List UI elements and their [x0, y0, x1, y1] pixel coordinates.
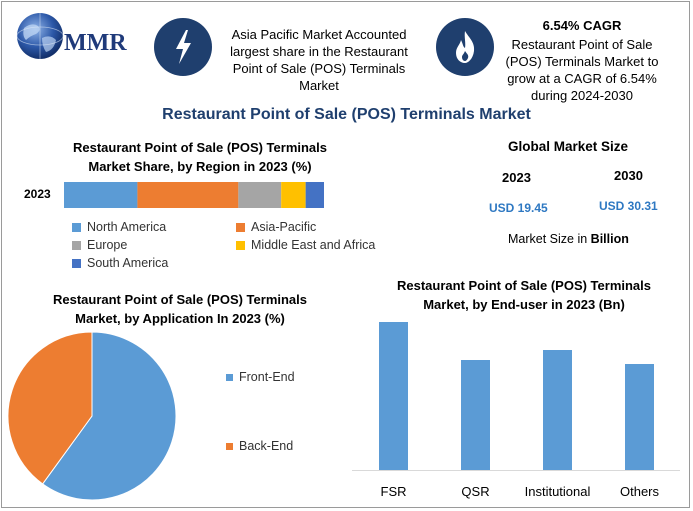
end-user-tick-label: FSR	[380, 484, 407, 499]
region-bar-segment	[137, 182, 239, 208]
legend-label: South America	[87, 256, 169, 270]
legend-label: Front-End	[239, 370, 295, 384]
value-2023: USD 19.45	[489, 201, 548, 215]
legend-mea: Middle East and Africa	[236, 238, 375, 252]
end-user-chart-title: Restaurant Point of Sale (POS) Terminals…	[396, 278, 652, 312]
globe-logo-icon	[16, 13, 64, 59]
market-size-unit: Market Size in Billion	[508, 232, 629, 246]
legend-label: Middle East and Africa	[251, 238, 376, 252]
end-user-tick-label: Others	[619, 484, 659, 499]
cagr-text: Restaurant Point of Sale (POS) Terminals…	[505, 37, 659, 103]
region-bar-segment	[281, 182, 306, 208]
application-pie-chart	[7, 331, 177, 501]
region-bar-segment	[305, 182, 324, 208]
legend-label: Back-End	[239, 439, 294, 453]
legend-label: Asia-Pacific	[251, 220, 317, 234]
pie-slice	[7, 331, 93, 485]
legend-south-america: South America	[72, 256, 168, 270]
end-user-bar	[379, 322, 408, 470]
legend-label: Europe	[87, 238, 128, 252]
legend-label: North America	[87, 220, 167, 234]
unit-prefix: Market Size in	[508, 232, 591, 246]
year-2023-label: 2023	[502, 170, 531, 185]
unit-bold: Billion	[590, 232, 629, 246]
cagr-title: 6.54% CAGR	[542, 18, 622, 33]
pie-slice	[41, 331, 177, 501]
lightning-icon	[154, 18, 212, 76]
end-user-tick-label: Institutional	[524, 484, 591, 499]
global-market-title: Global Market Size	[508, 139, 629, 154]
legend-back-end: Back-End	[226, 439, 293, 453]
legend-front-end: Front-End	[226, 370, 295, 384]
year-2030-label: 2030	[614, 168, 643, 183]
end-user-bar-chart	[352, 322, 680, 471]
legend-swatch	[72, 258, 81, 268]
flame-icon	[436, 18, 494, 76]
value-2030: USD 30.31	[599, 199, 658, 213]
region-chart-title: Restaurant Point of Sale (POS) Terminals…	[72, 140, 328, 174]
main-title: Restaurant Point of Sale (POS) Terminals…	[162, 106, 531, 123]
logo-text: MMR	[64, 30, 127, 56]
application-chart-title: Restaurant Point of Sale (POS) Terminals…	[52, 292, 308, 326]
highlight-text: Asia Pacific Market Accounted largest sh…	[230, 27, 408, 93]
legend-swatch	[226, 442, 233, 450]
legend-swatch	[236, 222, 245, 232]
region-stacked-bar	[64, 182, 324, 208]
region-bar-segment	[238, 182, 282, 208]
end-user-bar	[625, 364, 654, 470]
end-user-bar	[543, 350, 572, 470]
legend-swatch	[72, 240, 81, 250]
legend-europe: Europe	[72, 238, 127, 252]
legend-north-america: North America	[72, 220, 166, 234]
end-user-bar	[461, 360, 490, 470]
legend-swatch	[236, 240, 245, 250]
legend-asia-pacific: Asia-Pacific	[236, 220, 316, 234]
region-category-label: 2023	[24, 187, 51, 201]
region-bar-segment	[64, 182, 138, 208]
legend-swatch	[72, 222, 81, 232]
legend-swatch	[226, 373, 233, 381]
end-user-tick-label: QSR	[461, 484, 490, 499]
